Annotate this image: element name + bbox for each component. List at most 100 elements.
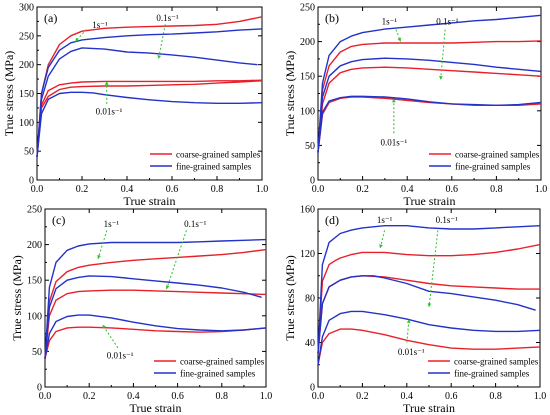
y-tick-label: 40 bbox=[305, 338, 315, 349]
rate-annotation: 0.1s⁻¹ bbox=[156, 13, 179, 23]
x-tick-label: 0.8 bbox=[490, 184, 503, 195]
x-tick-label: 0.4 bbox=[401, 184, 414, 195]
annotation-arrow bbox=[379, 230, 386, 249]
rate-annotation: 0.01s⁻¹ bbox=[380, 137, 407, 147]
rate-annotation: 1s⁻¹ bbox=[104, 219, 120, 229]
x-tick-label: 1.0 bbox=[534, 391, 547, 402]
series-line-fine bbox=[317, 95, 542, 153]
y-tick-label: 200 bbox=[27, 240, 42, 251]
panel-label: (a) bbox=[44, 11, 57, 25]
annotation-arrowhead bbox=[157, 55, 162, 59]
series-line-coarse bbox=[317, 275, 540, 354]
annotation-arrowhead bbox=[97, 254, 101, 259]
series-line-coarse bbox=[317, 40, 542, 153]
annotation-arrowhead bbox=[165, 285, 170, 290]
legend-label: fine-grained samples bbox=[176, 162, 252, 172]
y-tick-label: 200 bbox=[19, 60, 34, 71]
x-tick-label: 0.0 bbox=[31, 184, 44, 195]
y-axis-label: True stress (MPa) bbox=[10, 255, 24, 341]
x-tick-label: 0.0 bbox=[312, 391, 325, 402]
y-tick-label: 50 bbox=[305, 141, 315, 152]
rate-annotation: 0.1s⁻¹ bbox=[436, 215, 459, 225]
legend-label: coarse-grained samples bbox=[176, 150, 261, 160]
y-tick-label: 160 bbox=[300, 205, 315, 216]
series-line-coarse bbox=[44, 326, 267, 359]
series-line-fine bbox=[317, 275, 536, 354]
y-tick-label: 100 bbox=[300, 106, 315, 117]
rate-annotation: 1s⁻¹ bbox=[377, 215, 393, 225]
annotation-arrow bbox=[440, 29, 446, 80]
rate-annotation: 0.01s⁻¹ bbox=[96, 106, 123, 116]
legend-label: coarse-grained samples bbox=[454, 357, 539, 367]
legend-label: coarse-grained samples bbox=[180, 357, 265, 367]
series-line-coarse bbox=[317, 328, 541, 365]
series-line-coarse bbox=[36, 79, 263, 157]
rate-annotation: 0.01s⁻¹ bbox=[107, 351, 134, 361]
series-line-fine bbox=[317, 225, 541, 354]
legend-label: coarse-grained samples bbox=[455, 150, 540, 160]
y-axis-label: True stress (MPa) bbox=[2, 51, 16, 137]
x-tick-label: 0.2 bbox=[76, 184, 89, 195]
annotation-arrowhead bbox=[397, 37, 402, 42]
chart-panel-d: 0.0 0.2 0.4 0.6 0.8 1.0 0 40 80 120 160 True strain… bbox=[283, 205, 546, 415]
series-line-coarse bbox=[317, 66, 542, 153]
annotation-arrow bbox=[158, 24, 166, 59]
panel-label: (c) bbox=[52, 213, 65, 227]
x-tick-label: 0.6 bbox=[171, 391, 184, 402]
x-tick-label: 0.4 bbox=[121, 184, 134, 195]
series-line-fine bbox=[317, 57, 542, 153]
y-tick-label: 200 bbox=[300, 37, 315, 48]
y-tick-label: 150 bbox=[300, 72, 315, 83]
x-axis-label: True strain bbox=[124, 194, 176, 208]
series-line-coarse bbox=[36, 80, 263, 157]
y-tick-label: 150 bbox=[27, 276, 42, 287]
panel-label: (b) bbox=[325, 11, 339, 25]
annotation-arrowhead bbox=[391, 98, 396, 103]
annotation-arrowhead bbox=[75, 37, 80, 42]
series-line-coarse bbox=[44, 289, 267, 359]
annotation-arrowhead bbox=[102, 324, 107, 329]
series-line-fine bbox=[36, 91, 263, 157]
x-tick-label: 1.0 bbox=[256, 184, 269, 195]
series-line-coarse bbox=[44, 248, 267, 359]
annotation-arrow bbox=[97, 230, 108, 259]
y-tick-label: 250 bbox=[27, 205, 42, 216]
series-line-coarse bbox=[317, 243, 541, 354]
y-tick-label: 250 bbox=[19, 31, 34, 42]
series-line-fine bbox=[44, 275, 262, 359]
legend-label: fine-grained samples bbox=[180, 369, 256, 379]
rate-annotation: 0.1s⁻¹ bbox=[436, 16, 459, 26]
x-tick-label: 0.6 bbox=[166, 184, 179, 195]
y-tick-label: 80 bbox=[305, 294, 315, 305]
x-tick-label: 0.8 bbox=[489, 391, 502, 402]
series-line-fine bbox=[317, 310, 541, 365]
x-tick-label: 0.8 bbox=[211, 184, 224, 195]
legend-label: fine-grained samples bbox=[454, 369, 530, 379]
annotation-arrowhead bbox=[427, 303, 432, 307]
x-tick-label: 0.4 bbox=[127, 391, 140, 402]
x-tick-label: 0.0 bbox=[312, 184, 325, 195]
x-tick-label: 0.6 bbox=[445, 391, 458, 402]
annotation-arrowhead bbox=[439, 75, 443, 80]
series-line-fine bbox=[44, 238, 267, 359]
y-tick-label: 50 bbox=[24, 147, 34, 158]
y-tick-label: 0 bbox=[37, 383, 42, 394]
chart-panel-a: 0.0 0.2 0.4 0.6 0.8 1.0 0 50 100 150 200 250 300 True… bbox=[2, 3, 268, 209]
x-axis-label: True strain bbox=[404, 194, 456, 208]
chart-panel-c: 0.0 0.2 0.4 0.6 0.8 1.0 0 50 100 150 200 250 True st… bbox=[10, 205, 272, 415]
series-line-fine bbox=[36, 47, 258, 157]
y-tick-label: 100 bbox=[27, 311, 42, 322]
annotation-arrowhead bbox=[406, 319, 411, 324]
x-axis-label: True strain bbox=[403, 401, 455, 415]
panel-label: (d) bbox=[325, 213, 339, 227]
x-tick-label: 1.0 bbox=[260, 391, 273, 402]
rate-annotation: 0.01s⁻¹ bbox=[398, 347, 425, 357]
annotation-arrow bbox=[428, 230, 439, 307]
x-tick-label: 1.0 bbox=[535, 184, 548, 195]
x-tick-label: 0.8 bbox=[216, 391, 229, 402]
series-line-coarse bbox=[36, 16, 263, 157]
legend-label: fine-grained samples bbox=[455, 162, 531, 172]
x-tick-label: 0.0 bbox=[39, 391, 52, 402]
x-tick-label: 0.2 bbox=[356, 184, 369, 195]
y-axis-label: True stress (MPa) bbox=[283, 51, 297, 137]
